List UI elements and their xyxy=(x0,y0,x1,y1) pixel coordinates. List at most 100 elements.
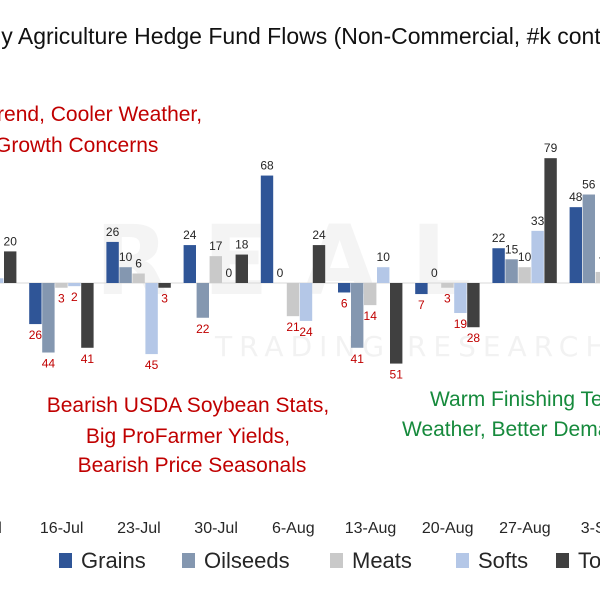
data-label-meats-20-aug: 3 xyxy=(444,292,451,306)
data-label-softs-13-aug: 10 xyxy=(377,250,391,264)
data-label-meats-30-jul: 17 xyxy=(209,239,223,253)
bar-meats-16-jul xyxy=(55,283,68,288)
legend-swatch-meats xyxy=(330,553,343,568)
data-label-total-16-jul: 41 xyxy=(81,352,95,366)
bar-grains-16-jul xyxy=(29,283,42,325)
bar-grains-27-aug xyxy=(492,248,505,283)
legend-label-oilseeds: Oilseeds xyxy=(204,548,290,573)
annotation-2: Growth Concerns xyxy=(0,134,158,157)
data-label-grains-3-sep: 48 xyxy=(569,190,583,204)
bar-total-13-aug xyxy=(390,283,403,364)
bar-meats-20-aug xyxy=(441,283,454,288)
legend-swatch-total xyxy=(556,553,569,568)
legend-label-total: Total xyxy=(578,548,600,573)
data-label-total-13-aug: 51 xyxy=(390,368,404,382)
data-label-softs-23-jul: 45 xyxy=(145,358,159,372)
bar-grains-6-aug xyxy=(260,175,274,283)
annotation-4: Big ProFarmer Yields, xyxy=(86,425,290,448)
bar-meats-27-aug xyxy=(518,267,531,283)
data-label-oilseeds-23-jul: 10 xyxy=(119,250,133,264)
legend-label-meats: Meats xyxy=(352,548,412,573)
data-label-meats-6-aug: 21 xyxy=(286,320,300,334)
annotation-3: Bearish USDA Soybean Stats, xyxy=(47,394,330,417)
bar-grains-13-aug xyxy=(338,283,351,293)
x-tick-23-jul: 23-Jul xyxy=(117,520,161,537)
data-label-grains-13-aug: 6 xyxy=(341,296,348,310)
bar-grains-3-sep xyxy=(569,207,582,283)
bar-grains-20-aug xyxy=(415,283,428,295)
data-label-total-20-aug: 28 xyxy=(467,331,481,345)
bar-total-27-aug xyxy=(544,158,557,283)
data-label-grains-27-aug: 22 xyxy=(492,231,506,245)
data-label-meats-13-aug: 14 xyxy=(364,309,378,323)
data-label-grains-16-jul: 26 xyxy=(29,328,43,342)
watermark-subtitle: TRADING RESEARCH xyxy=(215,330,600,363)
data-label-softs-27-aug: 33 xyxy=(531,214,545,228)
bar-total-20-aug xyxy=(467,283,480,328)
data-label-grains-20-aug: 7 xyxy=(418,298,425,312)
data-label-meats-23-jul: 6 xyxy=(135,257,142,271)
x-tick-20-aug: 20-Aug xyxy=(422,520,474,537)
bar-total-16-jul xyxy=(81,283,94,348)
bar-softs-23-jul xyxy=(145,283,158,355)
x-tick-30-jul: 30-Jul xyxy=(194,520,238,537)
data-label-meats-3-sep: 7 xyxy=(598,255,600,269)
bar-softs-9-jul xyxy=(0,278,4,283)
bar-total-6-aug xyxy=(312,245,326,283)
data-label-oilseeds-13-aug: 41 xyxy=(351,352,365,366)
x-tick-3-sep: 3-Sep xyxy=(581,520,600,537)
data-label-softs-30-jul: 0 xyxy=(225,266,232,280)
annotation-7: Weather, Better Demand xyxy=(402,418,600,441)
x-tick-9-jul: 9-Jul xyxy=(0,520,2,537)
legend-swatch-softs xyxy=(456,553,469,568)
bar-total-9-jul xyxy=(4,251,17,283)
bar-oilseeds-30-jul xyxy=(196,283,209,318)
annotation-5: Bearish Price Seasonals xyxy=(78,454,307,477)
data-label-oilseeds-20-aug: 0 xyxy=(431,266,438,280)
chart-title: Weekly Agriculture Hedge Fund Flows (Non… xyxy=(0,23,600,49)
data-label-total-23-jul: 3 xyxy=(161,292,168,306)
bar-softs-27-aug xyxy=(531,230,544,283)
data-label-oilseeds-6-aug: 0 xyxy=(277,266,284,280)
legend-swatch-grains xyxy=(59,553,72,568)
watermark: REAL xyxy=(95,205,506,317)
bar-softs-13-aug xyxy=(377,267,390,283)
x-tick-6-aug: 6-Aug xyxy=(272,520,315,537)
data-label-grains-6-aug: 68 xyxy=(260,159,274,173)
data-label-total-9-jul: 20 xyxy=(4,234,18,248)
x-tick-13-aug: 13-Aug xyxy=(345,520,397,537)
bar-softs-16-jul xyxy=(68,283,81,287)
annotation-1: Trend, Cooler Weather, xyxy=(0,103,202,126)
legend-label-softs: Softs xyxy=(478,548,528,573)
data-label-meats-27-aug: 10 xyxy=(518,250,532,264)
bar-total-30-jul xyxy=(235,254,248,283)
bar-meats-6-aug xyxy=(286,283,300,317)
data-label-softs-6-aug: 24 xyxy=(299,325,313,339)
legend-label-grains: Grains xyxy=(81,548,146,573)
data-label-total-6-aug: 24 xyxy=(312,228,326,242)
bar-grains-23-jul xyxy=(106,241,119,283)
data-label-oilseeds-27-aug: 15 xyxy=(505,242,519,256)
annotation-6: Warm Finishing Temps xyxy=(430,388,600,411)
legend-swatch-oilseeds xyxy=(182,553,195,568)
bar-meats-23-jul xyxy=(132,273,145,283)
bar-oilseeds-23-jul xyxy=(119,267,132,283)
x-tick-27-aug: 27-Aug xyxy=(499,520,551,537)
bar-softs-20-aug xyxy=(454,283,467,314)
data-label-meats-16-jul: 3 xyxy=(58,292,65,306)
data-label-total-27-aug: 79 xyxy=(544,141,558,155)
bar-oilseeds-13-aug xyxy=(351,283,364,348)
data-label-softs-9-jul: 3 xyxy=(0,261,1,275)
bar-meats-30-jul xyxy=(209,256,222,283)
data-label-grains-23-jul: 26 xyxy=(106,225,120,239)
x-tick-16-jul: 16-Jul xyxy=(40,520,84,537)
data-label-oilseeds-16-jul: 44 xyxy=(42,357,56,371)
data-label-grains-30-jul: 24 xyxy=(183,228,197,242)
bar-grains-30-jul xyxy=(183,245,196,283)
bar-meats-3-sep xyxy=(595,271,600,283)
bar-softs-6-aug xyxy=(299,283,313,321)
data-label-total-30-jul: 18 xyxy=(235,238,249,252)
bar-oilseeds-16-jul xyxy=(42,283,55,353)
data-label-oilseeds-3-sep: 56 xyxy=(582,178,596,192)
